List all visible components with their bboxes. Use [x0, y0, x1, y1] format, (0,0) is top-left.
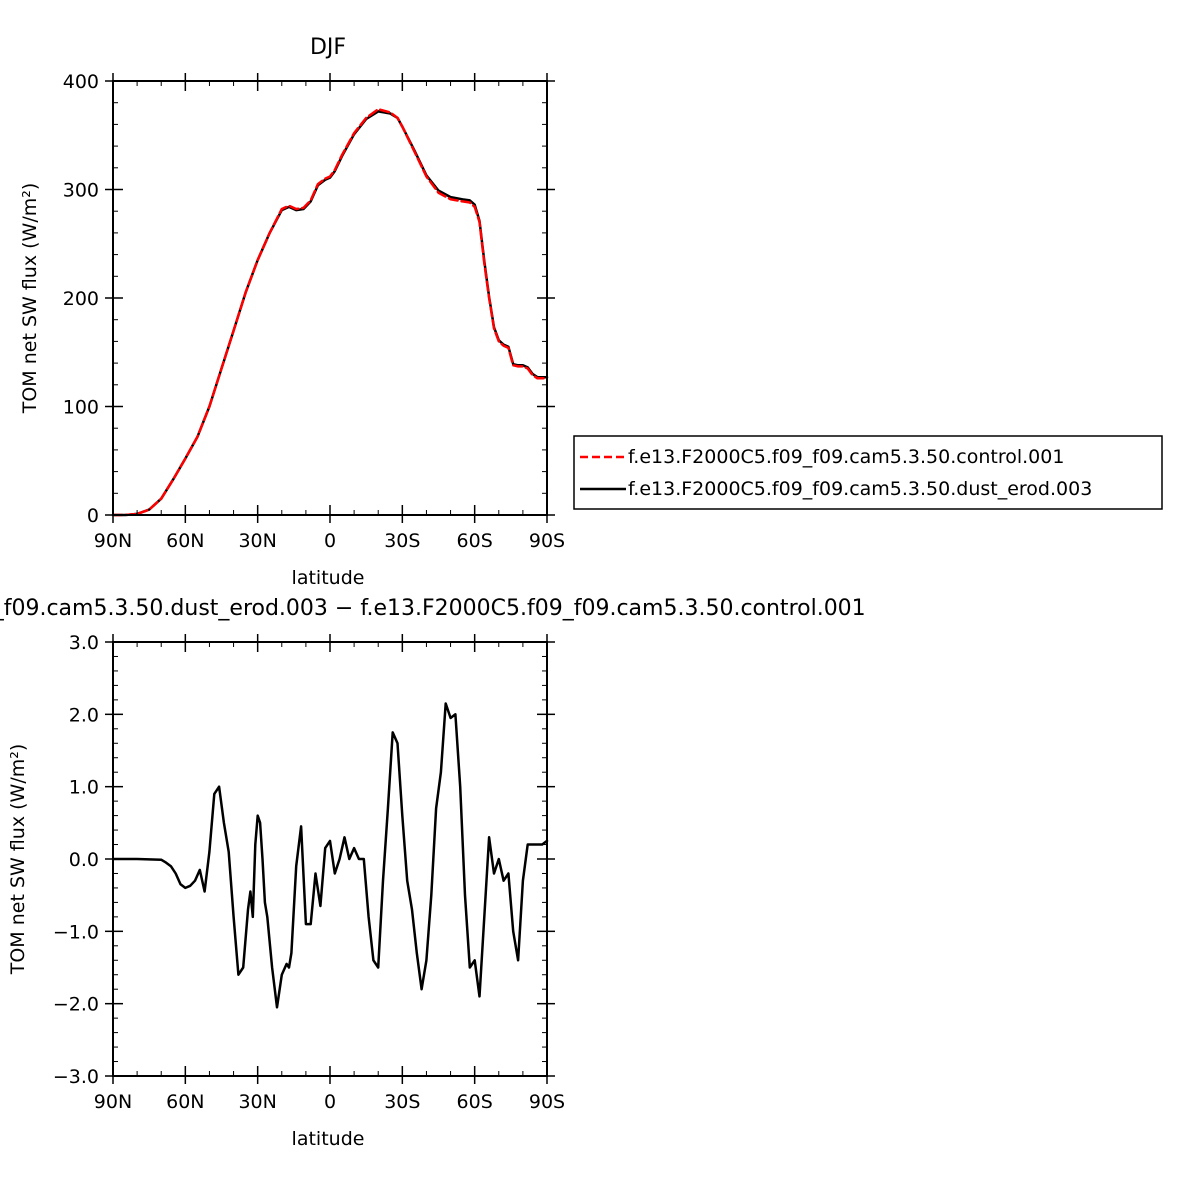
bottom-x-tick-label: 60S — [457, 1091, 493, 1113]
bottom-y-tick-label: 1.0 — [69, 777, 99, 799]
top-x-tick-label: 30S — [384, 530, 420, 552]
bottom-y-tick-label: 0.0 — [69, 849, 99, 871]
top-x-tick-label: 30N — [238, 530, 276, 552]
bottom-y-tick-label: 2.0 — [69, 704, 99, 726]
top-plot-frame — [112, 80, 548, 516]
bottom-x-tick-label: 0 — [324, 1091, 336, 1113]
bottom-chart-title: f.e13.F2000C5.f09_f09.cam5.3.50.dust_ero… — [0, 596, 866, 621]
top-x-tick-label: 0 — [324, 530, 336, 552]
top-y-tick-label: 400 — [63, 71, 99, 93]
bottom-series-group — [111, 702, 549, 1009]
bottom-x-tick-label: 90N — [94, 1091, 132, 1113]
top-ticks: 90N 60N 30N 0 30S 60S 90S 0 100 200 300 400 — [63, 71, 565, 552]
top-x-tick-label: 60N — [166, 530, 204, 552]
bottom-series-line-0 — [111, 702, 549, 1009]
bottom-panel: f.e13.F2000C5.f09_f09.cam5.3.50.dust_ero… — [0, 596, 866, 1150]
top-panel: DJF 90N 60N 30N 0 30S 60S 90S 0 100 200 300 400 lat… — [19, 35, 1163, 589]
top-series-line-1 — [111, 110, 549, 517]
legend-label-control: f.e13.F2000C5.f09_f09.cam5.3.50.control.… — [628, 446, 1064, 468]
bottom-x-tick-label: 30N — [238, 1091, 276, 1113]
top-y-tick-label: 100 — [63, 397, 99, 419]
top-y-axis-label: TOM net SW flux (W/m²) — [19, 183, 41, 415]
bottom-x-tick-label: 90S — [529, 1091, 565, 1113]
top-y-tick-label: 300 — [63, 180, 99, 202]
top-x-tick-label: 90S — [529, 530, 565, 552]
legend-label-dust-erod: f.e13.F2000C5.f09_f09.cam5.3.50.dust_ero… — [628, 478, 1092, 500]
legend-box — [573, 435, 1163, 510]
bottom-ticks: 90N 60N 30N 0 30S 60S 90S −3.0 −2.0 −1.0 0.0 1.0 2.0… — [53, 632, 565, 1113]
bottom-x-tick-label: 60N — [166, 1091, 204, 1113]
bottom-y-tick-label: −2.0 — [53, 994, 99, 1016]
bottom-y-tick-label: −1.0 — [53, 921, 99, 943]
bottom-plot-frame — [112, 641, 548, 1077]
top-x-axis-label: latitude — [292, 567, 365, 589]
top-y-tick-label: 200 — [63, 288, 99, 310]
bottom-y-tick-label: −3.0 — [53, 1066, 99, 1088]
bottom-x-axis-label: latitude — [292, 1128, 365, 1150]
top-y-tick-label: 0 — [87, 505, 99, 527]
top-x-tick-label: 60S — [457, 530, 493, 552]
bottom-y-axis-label: TOM net SW flux (W/m²) — [7, 744, 29, 976]
bottom-x-tick-label: 30S — [384, 1091, 420, 1113]
top-series-line-0 — [111, 107, 549, 517]
top-x-tick-label: 90N — [94, 530, 132, 552]
top-legend: f.e13.F2000C5.f09_f09.cam5.3.50.control.… — [573, 435, 1163, 510]
top-chart-title: DJF — [310, 35, 346, 60]
top-series-group — [111, 107, 549, 517]
bottom-y-tick-label: 3.0 — [69, 632, 99, 654]
